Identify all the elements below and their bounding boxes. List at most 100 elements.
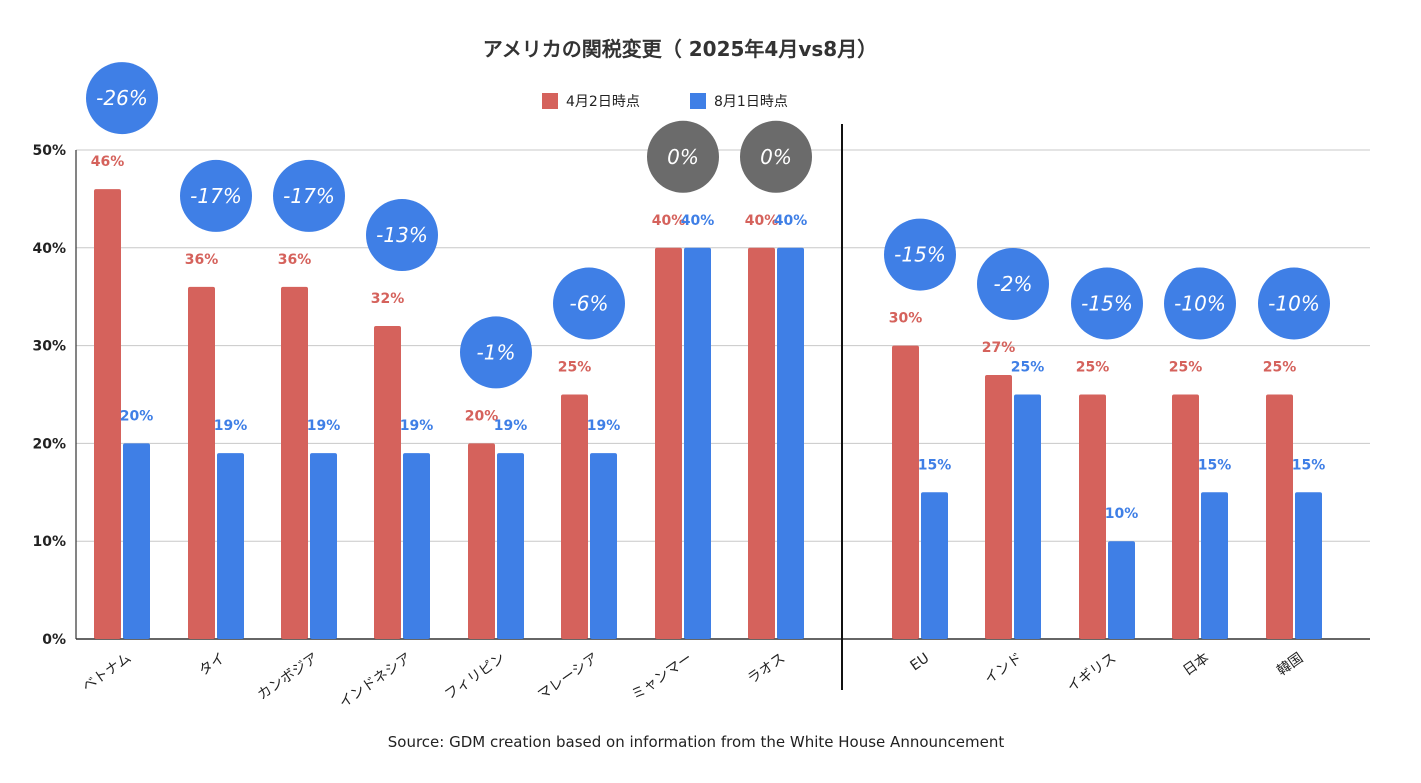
change-badge-label: -2% (994, 272, 1033, 296)
change-badge-label: -10% (1174, 292, 1226, 316)
category-label: 日本 (1180, 650, 1212, 679)
data-label-april: 25% (1169, 360, 1203, 376)
data-label-august: 19% (494, 418, 528, 434)
data-label-august: 19% (587, 418, 621, 434)
change-badge (273, 159, 345, 232)
bar-august (497, 453, 524, 639)
bar-august (684, 247, 711, 640)
category-label: タイ (196, 650, 228, 679)
change-badge-label: -17% (190, 184, 242, 208)
bar-april (1266, 394, 1293, 639)
data-label-august: 15% (1292, 457, 1326, 473)
bar-august (1295, 492, 1322, 639)
category-label: インド (982, 650, 1026, 687)
category-label: ミャンマー (629, 650, 696, 703)
bar-august (921, 492, 948, 639)
data-label-april: 32% (371, 291, 405, 307)
data-label-april: 25% (1076, 360, 1110, 376)
bar-august (1201, 492, 1228, 639)
chart-title: アメリカの関税変更（ 2025年4月vs8月） (483, 37, 877, 61)
change-badge-label: -10% (1268, 292, 1320, 316)
change-badge-label: -6% (570, 292, 609, 316)
change-badge (86, 62, 158, 135)
legend-label-april: 4月2日時点 (566, 94, 640, 110)
data-label-april: 36% (185, 252, 219, 268)
data-label-august: 19% (400, 418, 434, 434)
category-label: カンボジア (255, 650, 322, 703)
bars (94, 189, 1322, 640)
data-label-august: 25% (1011, 360, 1045, 376)
bar-august (403, 453, 430, 639)
change-badge-label: -26% (96, 86, 148, 110)
data-label-april: 27% (982, 340, 1016, 356)
source-note: Source: GDM creation based on informatio… (388, 733, 1005, 751)
change-badge (1258, 267, 1330, 340)
change-badge (180, 159, 252, 232)
x-axis-categories: ベトナム タイ カンボジア インドネシア フィリピン マレーシア ミャンマー ラオス EU インド… (80, 650, 1307, 711)
change-badge-label: -17% (283, 184, 335, 208)
legend-swatch-april (542, 93, 558, 109)
bar-april (1172, 394, 1199, 639)
data-label-august: 10% (1105, 506, 1139, 522)
data-label-august: 15% (918, 457, 952, 473)
data-label-april: 40% (652, 213, 686, 229)
change-badge (460, 316, 532, 389)
y-tick-label: 10% (32, 534, 66, 550)
legend: 4月2日時点 8月1日時点 (542, 93, 788, 110)
change-badges: -26% -17% -17% -13% -1% -6% 0% 0% -15% -2% -15% -10… (86, 62, 1330, 389)
legend-swatch-august (690, 93, 706, 109)
data-labels: 46%20%36%19%36%19%32%19%20%19%25%19%40%4… (91, 154, 1326, 522)
bar-august (590, 453, 617, 639)
data-label-april: 25% (1263, 360, 1297, 376)
change-badge-label: -13% (376, 223, 428, 247)
change-badge-label: -1% (477, 340, 516, 364)
bar-august (1014, 394, 1041, 639)
data-label-april: 40% (745, 213, 779, 229)
bar-april (374, 326, 401, 639)
data-label-april: 25% (558, 360, 592, 376)
change-badge (1164, 267, 1236, 340)
bar-april (468, 443, 495, 639)
data-label-august: 20% (120, 408, 154, 424)
category-label: イギリス (1064, 650, 1119, 695)
bar-april (985, 374, 1012, 639)
bar-april (748, 247, 775, 640)
legend-label-august: 8月1日時点 (714, 94, 788, 110)
bar-august (123, 443, 150, 639)
change-badge (366, 199, 438, 272)
bar-august (1108, 541, 1135, 639)
data-label-august: 40% (774, 213, 808, 229)
category-label: 韓国 (1274, 650, 1306, 679)
bar-august (217, 453, 244, 639)
change-badge-label: 0% (667, 145, 699, 169)
change-badge-label: -15% (1081, 292, 1133, 316)
bar-april (281, 286, 308, 639)
category-label: フィリピン (442, 650, 508, 703)
bar-april (892, 345, 919, 639)
change-badge (647, 120, 719, 193)
data-label-august: 19% (307, 418, 341, 434)
data-label-april: 30% (889, 311, 923, 327)
category-label: ラオス (745, 650, 789, 687)
bar-april (655, 247, 682, 640)
data-label-april: 20% (465, 408, 499, 424)
y-tick-label: 0% (42, 632, 66, 648)
y-tick-label: 20% (32, 436, 66, 452)
category-label: EU (907, 650, 932, 674)
y-axis-ticks: 0% 10% 20% 30% 40% 50% (32, 143, 66, 648)
y-tick-label: 30% (32, 339, 66, 355)
category-label: インドネシア (336, 650, 414, 711)
data-label-august: 40% (681, 213, 715, 229)
change-badge (884, 218, 956, 291)
bar-april (561, 394, 588, 639)
data-label-april: 36% (278, 252, 312, 268)
data-label-august: 15% (1198, 457, 1232, 473)
change-badge-label: -15% (894, 243, 946, 267)
change-badge (1071, 267, 1143, 340)
y-tick-label: 50% (32, 143, 66, 159)
data-label-april: 46% (91, 154, 125, 170)
bar-august (777, 247, 804, 640)
y-tick-label: 40% (32, 241, 66, 257)
